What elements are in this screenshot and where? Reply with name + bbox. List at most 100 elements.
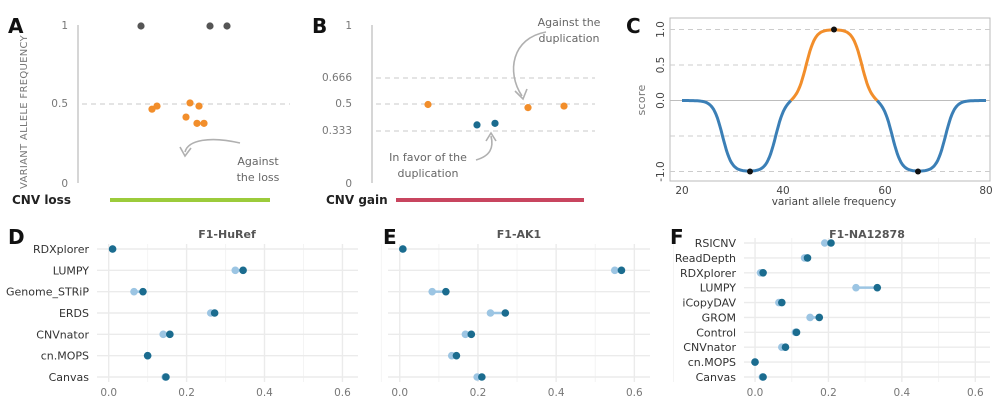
panel-label-e: E	[383, 225, 397, 249]
panel-d-point-dark	[143, 351, 152, 360]
panel-c-ytick-05: 0.5	[655, 57, 667, 74]
panel-a-tick-1: 1	[61, 20, 68, 32]
panel-a-point-orange	[200, 119, 208, 127]
panel-d-xtick: 0.2	[178, 387, 195, 399]
panel-f-category-label: ReadDepth	[675, 252, 736, 265]
panel-e-point-dark	[478, 373, 486, 381]
panel-b-arrow-bottom	[475, 135, 493, 161]
panel-f-plot: 0.0 0.2 0.4 0.6 RSICNV ReadDepth RDXplorer LUMP…	[675, 228, 990, 399]
panel-a-point-gray	[206, 22, 214, 30]
panel-c-xlabel: variant allele frequency	[772, 196, 897, 208]
panel-e-point-dark	[617, 266, 626, 275]
panel-c-ytick-m1: -1.0	[655, 161, 667, 182]
panel-e-xtick: 0.4	[548, 387, 565, 399]
panel-e-plot: 0.0 0.2 0.4 0.6 F1-AK1	[388, 228, 674, 399]
panel-a-tick-0: 0	[61, 178, 68, 190]
panel-e-point-light	[428, 287, 436, 296]
panel-e: E 0.0 0.2 0.4 0.6 F1-AK1	[383, 225, 674, 399]
panel-f-category-label: Control	[696, 326, 736, 339]
panel-b-bar-label: CNV gain	[326, 193, 388, 207]
panel-c-xtick-40: 40	[776, 185, 789, 197]
panel-e-point-light	[486, 309, 495, 317]
panel-f-point-dark	[759, 373, 767, 381]
panel-e-xtick: 0.6	[626, 387, 643, 399]
panel-e-point-dark	[467, 330, 476, 339]
panel-label-b: B	[312, 14, 327, 38]
panel-e-point-light	[461, 330, 470, 339]
panel-c-curve-blue	[681, 99, 987, 173]
panel-d-category-label: RDXplorer	[33, 243, 89, 256]
panel-f-title: F1-NA12878	[829, 228, 905, 241]
arrow-head-icon	[514, 88, 528, 101]
panel-d-point-light	[231, 266, 240, 275]
panel-a-point-gray	[137, 22, 145, 30]
panel-e-point-dark	[501, 309, 510, 317]
panel-d-point-dark	[166, 330, 174, 339]
panel-f-point-dark	[781, 343, 790, 352]
panel-d-title: F1-HuRef	[198, 228, 256, 241]
panel-f-point-dark	[803, 254, 812, 262]
panel-a-annotation-line1: Against	[237, 155, 279, 168]
panel-f-category-label: LUMPY	[700, 282, 737, 295]
panel-e-xtick: 0.2	[470, 387, 487, 399]
panel-f-point-dark	[815, 313, 824, 322]
panel-e-point-light	[611, 266, 619, 275]
panel-b-points	[424, 100, 568, 129]
panel-f-category-label: iCopyDAV	[682, 297, 736, 310]
panel-b-annotation-bottom-line1: In favor of the	[389, 151, 467, 164]
panel-b-annotation-bottom-line2: duplication	[398, 167, 459, 180]
panel-e-point-dark	[452, 351, 461, 360]
panel-c-xtick-80: 80	[979, 185, 992, 197]
panel-c-ylabel: score	[635, 84, 648, 115]
panel-c-min-point-right	[915, 168, 921, 175]
arrow-head-icon	[179, 146, 192, 158]
panel-c-frame	[669, 17, 991, 182]
panel-d-point-dark	[210, 309, 219, 317]
panel-d-category-label: cn.MOPS	[41, 350, 89, 363]
panel-a-point-orange	[182, 113, 190, 121]
panel-e-title: F1-AK1	[497, 228, 541, 241]
panel-a-tick-05: 0.5	[51, 98, 68, 110]
panel-c: C score 1.0 0.5 0.0 -1.0 20 40 60 80 var…	[626, 14, 993, 208]
panel-f-category-label: RSICNV	[695, 237, 737, 250]
panel-e-point-dark	[399, 245, 407, 253]
panel-label-f: F	[670, 225, 684, 249]
panel-a-annotation-line2: the loss	[237, 171, 280, 184]
panel-c-xtick-60: 60	[878, 185, 891, 197]
panel-a-arrow	[184, 138, 241, 153]
panel-f-category-label: cn.MOPS	[688, 356, 736, 369]
panel-f-point-dark	[827, 239, 835, 247]
panel-f-xtick: 0.6	[967, 387, 984, 399]
arrow-head-icon	[485, 131, 497, 142]
panel-label-d: D	[8, 225, 25, 249]
panel-a: A VARIANT ALLELE FREQUENCY 1 0.5 0 Again…	[8, 14, 290, 207]
panel-f-category-label: GROM	[702, 311, 736, 324]
panel-f-point-dark	[778, 298, 786, 307]
panel-label-a: A	[8, 14, 24, 38]
panel-d-category-label: CNVnator	[36, 328, 89, 341]
panel-b-point-orange	[524, 104, 532, 112]
panel-a-ylabel: VARIANT ALLELE FREQUENCY	[19, 34, 30, 189]
panel-f-category-label: CNVnator	[683, 341, 736, 354]
panel-c-xtick-20: 20	[675, 185, 688, 197]
panel-b: B 1 0.666 0.5 0.333 0 Against the duplic…	[312, 14, 601, 207]
panel-f-point-dark	[759, 268, 767, 277]
panel-b-arrow-top	[512, 31, 547, 97]
panel-f-point-dark	[792, 328, 801, 337]
panel-d-point-light	[130, 287, 138, 296]
panel-d-category-label: Canvas	[49, 371, 90, 384]
panel-d-category-label: LUMPY	[53, 264, 90, 277]
panel-b-annotation-top-line1: Against the	[538, 16, 601, 29]
panel-d-point-dark	[162, 373, 170, 381]
panel-b-tick-0666: 0.666	[322, 72, 352, 84]
panel-d-plot: 0.0 0.2 0.4 0.6 RDXplorer LUMPY Genome_STRiP ER…	[6, 228, 382, 399]
panel-b-point-orange	[560, 102, 568, 110]
panel-c-max-point	[831, 26, 837, 33]
panel-f-xtick: 0.0	[747, 387, 764, 399]
panel-d-xtick: 0.4	[256, 387, 273, 399]
panel-b-point-orange	[424, 100, 432, 109]
panel-d-point-dark	[139, 287, 147, 296]
panel-b-annotation-top-line2: duplication	[539, 32, 600, 45]
panel-c-min-point-left	[747, 168, 753, 175]
panel-a-point-orange	[186, 99, 194, 107]
